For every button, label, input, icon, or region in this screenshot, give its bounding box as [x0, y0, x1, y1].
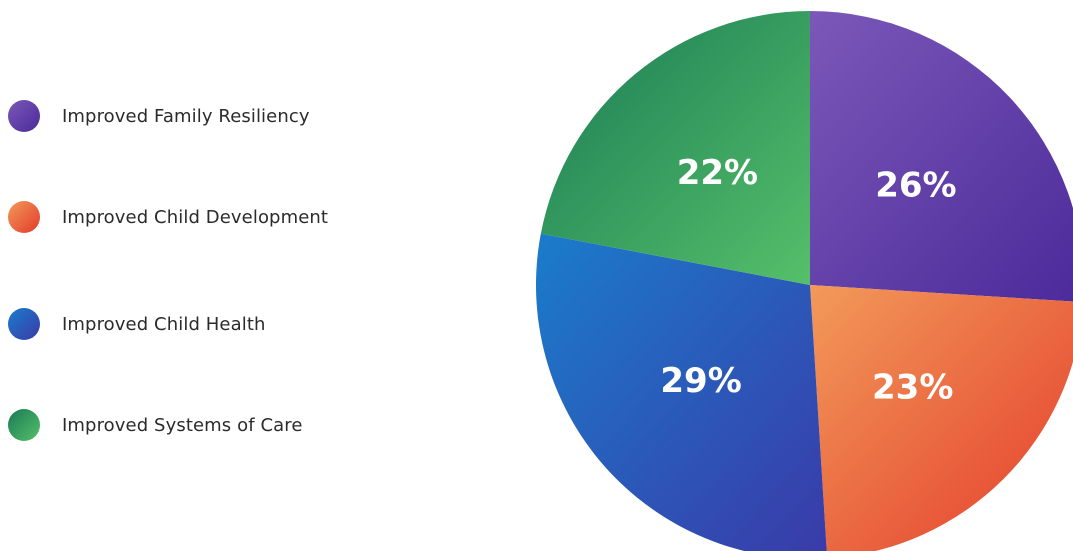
pie-slice-label-3: 29%	[660, 361, 741, 401]
legend-swatch-child-development	[8, 201, 40, 233]
pie-slice-3	[536, 233, 827, 551]
legend-swatch-systems-of-care	[8, 409, 40, 441]
legend-swatch-child-health	[8, 308, 40, 340]
legend-label: Improved Systems of Care	[62, 414, 303, 436]
legend-item-child-health: Improved Child Health	[8, 307, 266, 341]
legend: Improved Family Resiliency Improved Chil…	[8, 0, 408, 551]
legend-label: Improved Family Resiliency	[62, 105, 310, 127]
legend-item-systems-of-care: Improved Systems of Care	[8, 408, 303, 442]
pie-slice-1	[810, 11, 1073, 302]
pie-slice-2	[810, 285, 1073, 551]
legend-label: Improved Child Development	[62, 206, 329, 228]
pie-slice-label-4: 22%	[677, 153, 758, 193]
legend-item-family-resiliency: Improved Family Resiliency	[8, 99, 310, 133]
legend-swatch-family-resiliency	[8, 100, 40, 132]
pie-slice-label-2: 23%	[872, 368, 953, 408]
pie-chart: 26% 23% 29% 22%	[536, 11, 1073, 551]
legend-label: Improved Child Health	[62, 313, 266, 335]
legend-item-child-development: Improved Child Development	[8, 200, 328, 234]
pie-slice-label-1: 26%	[875, 166, 956, 206]
pie-slice-4	[540, 11, 810, 285]
